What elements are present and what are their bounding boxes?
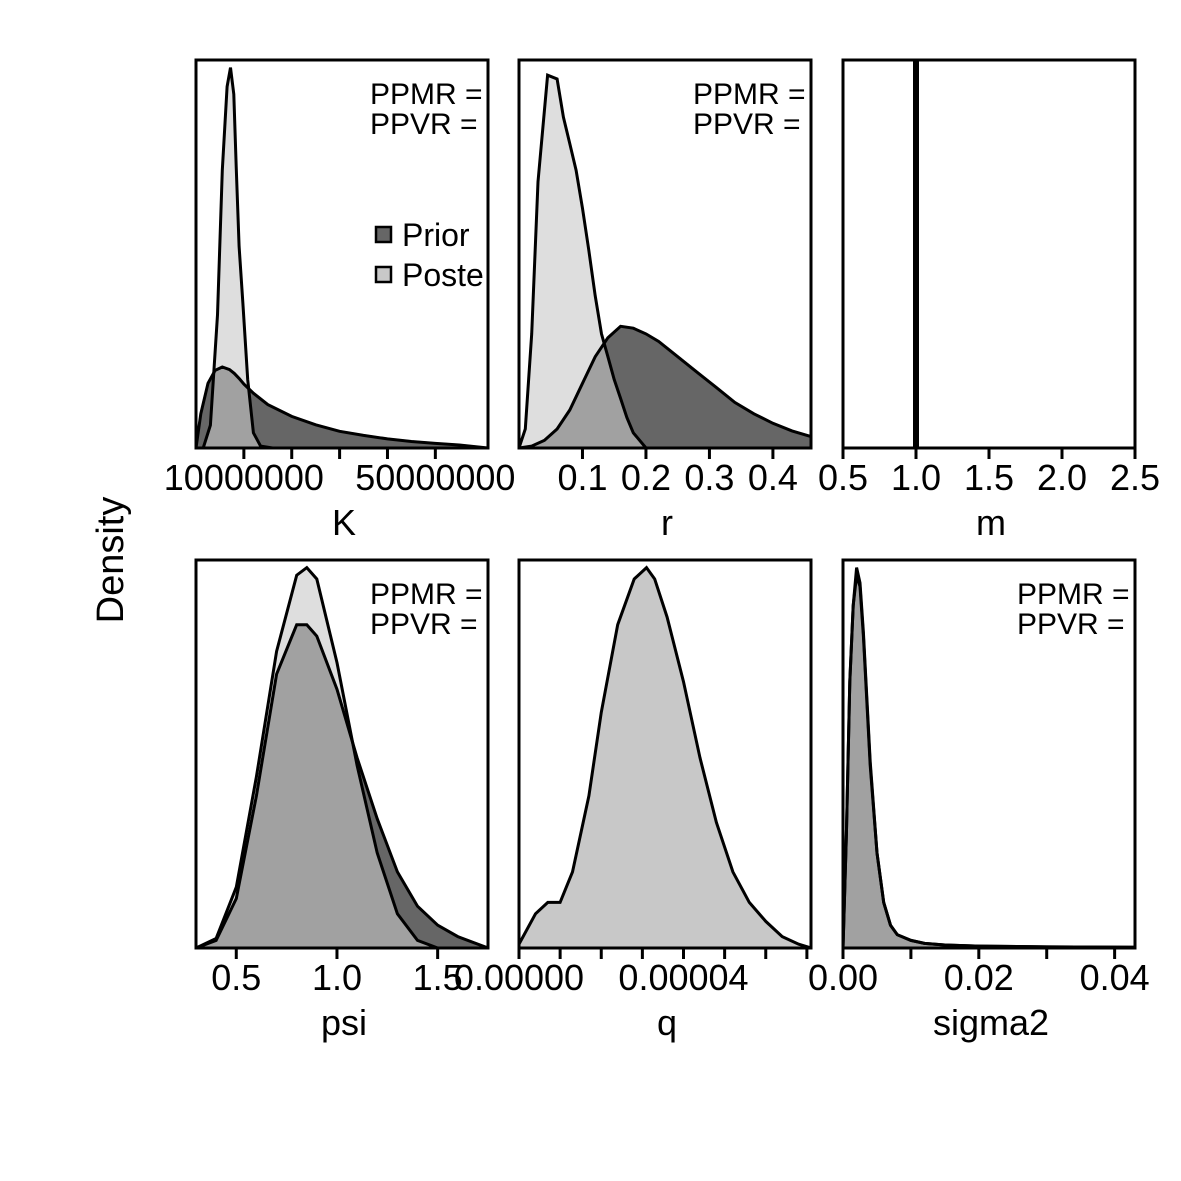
annotation-ppvr: PPVR = — [1017, 608, 1125, 641]
posterior-density-area — [196, 567, 488, 948]
posterior-density-outline — [519, 73, 811, 448]
x-axis-title: r — [661, 502, 673, 543]
posterior-density-outline — [843, 567, 1135, 948]
posterior-density-outline — [519, 565, 811, 948]
prior-density-area — [196, 367, 488, 448]
x-tick-label: 0.00000 — [454, 957, 584, 998]
x-tick-label: 0.04 — [1080, 957, 1150, 998]
annotation-ppvr: PPVR = — [693, 108, 801, 141]
panel-frame — [194, 58, 490, 450]
plot-area — [196, 565, 488, 948]
x-tick-label: 1.0 — [312, 957, 362, 998]
panel-frame — [517, 58, 813, 450]
posterior-density-area — [519, 75, 811, 448]
legend-label-posterior: Poste — [402, 257, 484, 293]
panel-sigma2: 0.00 0.02 0.04 sigma2 PPMR =PPVR = — [808, 558, 1150, 1043]
panel-frame — [841, 558, 1137, 950]
annotation-ppvr: PPVR = — [370, 108, 478, 141]
posterior-density-area — [203, 67, 488, 448]
prior-density-outline — [519, 324, 811, 448]
x-tick-label: 2.5 — [1110, 457, 1160, 498]
x-tick-label: 10000000 — [164, 457, 324, 498]
panel-psi: 0.5 1.0 1.5 psi PPMR =PPVR = — [194, 558, 490, 1043]
posterior-density-area — [519, 567, 811, 948]
y-axis-label: Density — [90, 497, 132, 624]
x-axis-title: K — [332, 502, 356, 543]
posterior-density-outline — [196, 565, 488, 948]
plot-area — [519, 565, 811, 948]
x-tick-label: 50000000 — [355, 457, 515, 498]
x-tick-label: 0.3 — [684, 457, 734, 498]
panel-frame — [841, 58, 1137, 450]
plot-area — [843, 567, 1135, 948]
x-axis-title: psi — [321, 1002, 367, 1043]
annotation-ppmr: PPMR = — [370, 578, 483, 611]
legend-key-prior — [374, 225, 393, 244]
x-tick-label: 2.0 — [1037, 457, 1087, 498]
annotation-ppmr: PPMR = — [693, 78, 806, 111]
annotation-ppmr: PPMR = — [1017, 578, 1130, 611]
legend: Prior Poste — [374, 217, 484, 293]
panel-r: 0.1 0.2 0.3 0.4 r PPMR =PPVR = — [517, 58, 813, 543]
prior-density-outline — [196, 623, 488, 948]
posterior-density-area — [843, 567, 1135, 948]
x-tick-label: 0.5 — [818, 457, 868, 498]
x-axis-title: q — [657, 1002, 677, 1043]
annotation-ppmr: PPMR = — [370, 78, 483, 111]
panel-frame — [517, 558, 813, 950]
x-tick-label: 0.00004 — [618, 957, 748, 998]
x-tick-label: 0.5 — [211, 957, 261, 998]
posterior-density-outline — [201, 67, 488, 448]
plot-area — [519, 73, 811, 448]
annotation-ppvr: PPVR = — [370, 608, 478, 641]
x-tick-label: 1.5 — [413, 957, 463, 998]
x-tick-label: 0.2 — [621, 457, 671, 498]
panel-m: 0.5 1.0 1.5 2.0 2.5 m — [818, 58, 1160, 543]
x-tick-label: 0.4 — [748, 457, 798, 498]
panel-frame — [194, 558, 490, 950]
x-tick-label: 0.00 — [808, 957, 878, 998]
x-axis-title: m — [976, 502, 1006, 543]
x-tick-label: 0.1 — [557, 457, 607, 498]
legend-label-prior: Prior — [402, 217, 470, 253]
legend-key-posterior — [374, 265, 393, 284]
prior-density-outline — [196, 365, 488, 448]
x-tick-label: 1.0 — [891, 457, 941, 498]
x-tick-label: 0.02 — [944, 957, 1014, 998]
plot-area — [196, 67, 488, 448]
x-axis-title: sigma2 — [933, 1002, 1049, 1043]
x-tick-label: 1.5 — [964, 457, 1014, 498]
